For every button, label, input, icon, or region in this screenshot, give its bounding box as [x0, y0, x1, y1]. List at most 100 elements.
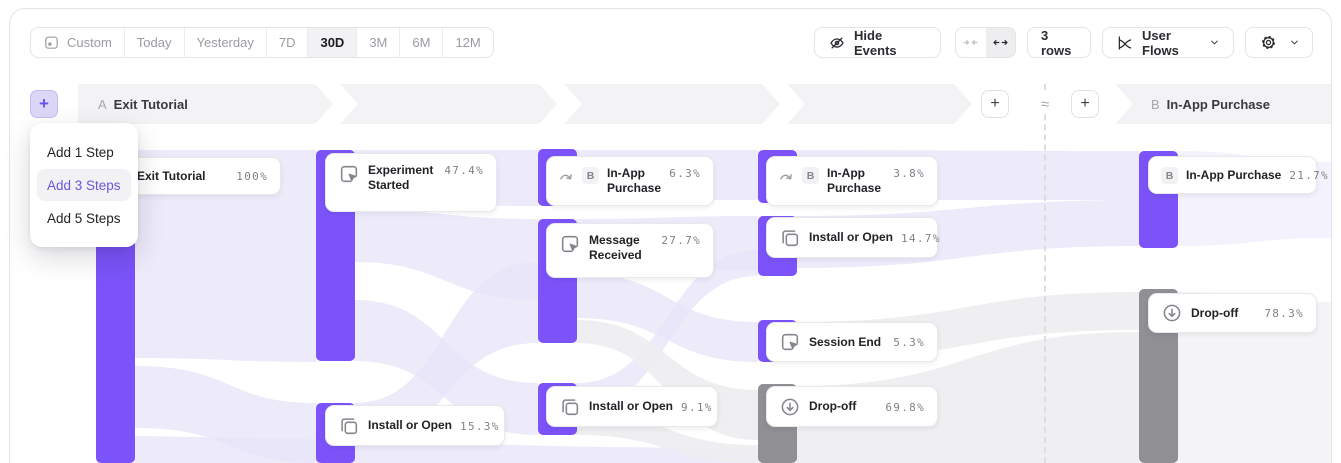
collapse-columns-button[interactable] — [956, 28, 986, 57]
flow-node-card-experiment-started[interactable]: Experiment Started 47.4% — [325, 153, 497, 212]
flow-node-card-drop-off[interactable]: Drop-off 78.3% — [1148, 293, 1317, 333]
flow-node-card-in-app-purchase[interactable]: B In-App Purchase 3.8% — [766, 156, 938, 206]
flow-node-title: Message Received — [589, 233, 642, 262]
flow-a-label: A Exit Tutorial — [78, 97, 188, 112]
flow-a-name: Exit Tutorial — [113, 96, 188, 112]
flow-node-percentage: 3.8% — [893, 167, 925, 180]
drop-off-icon — [1161, 302, 1183, 324]
chevron-down-icon — [1289, 37, 1300, 48]
date-range-3m[interactable]: 3M — [357, 28, 401, 57]
expand-horizontal-icon — [992, 34, 1009, 51]
flow-node-percentage: 78.3% — [1264, 307, 1304, 320]
add-steps-menu: Add 1 Step Add 3 Steps Add 5 Steps — [30, 123, 138, 247]
menu-item-add-1-step[interactable]: Add 1 Step — [47, 144, 114, 160]
flow-node-percentage: 5.3% — [893, 336, 925, 349]
flow-step-band-a3[interactable] — [564, 84, 780, 124]
flow-b-name: In-App Purchase — [1166, 96, 1270, 112]
flow-node-percentage: 47.4% — [444, 164, 484, 177]
expand-columns-button[interactable] — [985, 28, 1015, 57]
skip-arrow-icon — [559, 169, 574, 184]
flow-chart-icon — [1116, 34, 1134, 52]
flow-node-card-install-or-open[interactable]: Install or Open 14.7% — [766, 217, 941, 258]
flow-node-title: Install or Open — [809, 230, 894, 244]
flow-node-card-message-received[interactable]: Message Received 27.7% — [546, 223, 714, 278]
flow-step-band-a1[interactable]: A Exit Tutorial — [78, 84, 333, 124]
approx-symbol: ≈ — [1035, 94, 1055, 114]
flow-node-title: Exit Tutorial — [137, 168, 206, 183]
flow-b-label: B In-App Purchase — [1115, 97, 1270, 112]
app-window-icon — [338, 415, 360, 437]
hide-events-button[interactable]: Hide Events — [814, 27, 941, 58]
add-step-start-b-button[interactable]: + — [1071, 90, 1099, 118]
date-range-label: 6M — [412, 35, 431, 50]
date-range-label: 3M — [369, 35, 388, 50]
date-range-7d[interactable]: 7D — [267, 28, 309, 57]
hide-events-label: Hide Events — [854, 27, 897, 58]
flow-letter-badge: B — [1161, 167, 1178, 184]
date-range-30d[interactable]: 30D — [308, 28, 358, 57]
flow-node-percentage: 69.8% — [885, 400, 925, 414]
flow-step-band-b1[interactable]: B In-App Purchase — [1115, 84, 1332, 124]
flow-node-title: Install or Open — [589, 399, 674, 413]
eye-off-icon — [828, 34, 846, 52]
click-event-icon — [779, 331, 801, 353]
flow-node-percentage: 14.7% — [901, 231, 941, 245]
flow-node-title: In-App Purchase — [607, 166, 662, 195]
settings-dropdown[interactable] — [1245, 27, 1313, 58]
flow-node-card-install-or-open[interactable]: Install or Open 9.1% — [546, 386, 718, 427]
flow-node-card-drop-off[interactable]: Drop-off 69.8% — [766, 386, 938, 427]
app-window-icon — [559, 396, 581, 418]
drop-off-icon — [779, 396, 801, 418]
gear-icon — [1259, 33, 1278, 52]
flow-node-percentage: 21.7% — [1289, 169, 1329, 182]
flow-node-percentage: 100% — [236, 170, 268, 183]
date-range-label: Custom — [67, 35, 112, 50]
rows-count-label: 3 rows — [1041, 27, 1072, 58]
add-steps-button[interactable]: + — [30, 90, 58, 118]
flow-node-title: Drop-off — [809, 399, 857, 413]
click-event-icon — [559, 233, 581, 255]
calendar-icon — [43, 34, 60, 51]
flow-node-title: Install or Open — [368, 418, 453, 432]
date-range-yesterday[interactable]: Yesterday — [185, 28, 267, 57]
flow-node-title: Drop-off — [1191, 305, 1239, 320]
flow-node-percentage: 27.7% — [661, 234, 701, 247]
collapse-expand-control — [955, 27, 1016, 58]
flow-node-card-install-or-open[interactable]: Install or Open 15.3% — [325, 405, 505, 446]
date-range-label: Yesterday — [196, 35, 254, 50]
click-event-icon — [338, 163, 360, 185]
date-range-12m[interactable]: 12M — [443, 28, 492, 57]
date-range-label: 30D — [320, 35, 345, 50]
date-range-label: 12M — [455, 35, 481, 50]
date-range-6m[interactable]: 6M — [400, 28, 444, 57]
flow-node-card-session-end[interactable]: Session End 5.3% — [766, 322, 938, 362]
flow-node-card-in-app-purchase[interactable]: B In-App Purchase 6.3% — [546, 156, 714, 206]
app-window-icon — [779, 227, 801, 249]
flow-node-percentage: 9.1% — [681, 400, 713, 414]
flow-node-title: Session End — [809, 334, 882, 349]
view-type-dropdown[interactable]: User Flows — [1102, 27, 1234, 58]
menu-item-add-3-steps[interactable]: Add 3 Steps — [37, 169, 131, 201]
date-range-control: Custom Today Yesterday 7D 30D 3M 6M 12M — [30, 27, 494, 58]
flow-node-percentage: 6.3% — [669, 167, 701, 180]
menu-item-add-5-steps[interactable]: Add 5 Steps — [47, 210, 121, 226]
flow-b-letter: B — [1151, 96, 1160, 112]
date-range-today[interactable]: Today — [125, 28, 185, 57]
flow-a-letter: A — [98, 96, 107, 112]
flow-node-title: Experiment Started — [368, 163, 434, 192]
flow-node-card-in-app-purchase[interactable]: B In-App Purchase 21.7% — [1148, 156, 1328, 194]
view-type-label: User Flows — [1142, 27, 1179, 58]
flow-step-band-a2[interactable] — [340, 84, 557, 124]
flow-node-title: In-App Purchase — [827, 166, 882, 195]
date-range-label: Today — [136, 35, 172, 50]
flow-step-band-a4[interactable] — [787, 84, 972, 124]
rows-count-button[interactable]: 3 rows — [1027, 27, 1091, 58]
flow-node-percentage: 15.3% — [460, 419, 500, 433]
collapse-horizontal-icon — [962, 34, 979, 51]
date-range-label: 7D — [278, 35, 296, 50]
add-step-end-a-button[interactable]: + — [981, 90, 1009, 118]
flow-letter-badge: B — [802, 167, 819, 184]
date-range-custom[interactable]: Custom — [31, 28, 125, 57]
flow-letter-badge: B — [582, 167, 599, 184]
